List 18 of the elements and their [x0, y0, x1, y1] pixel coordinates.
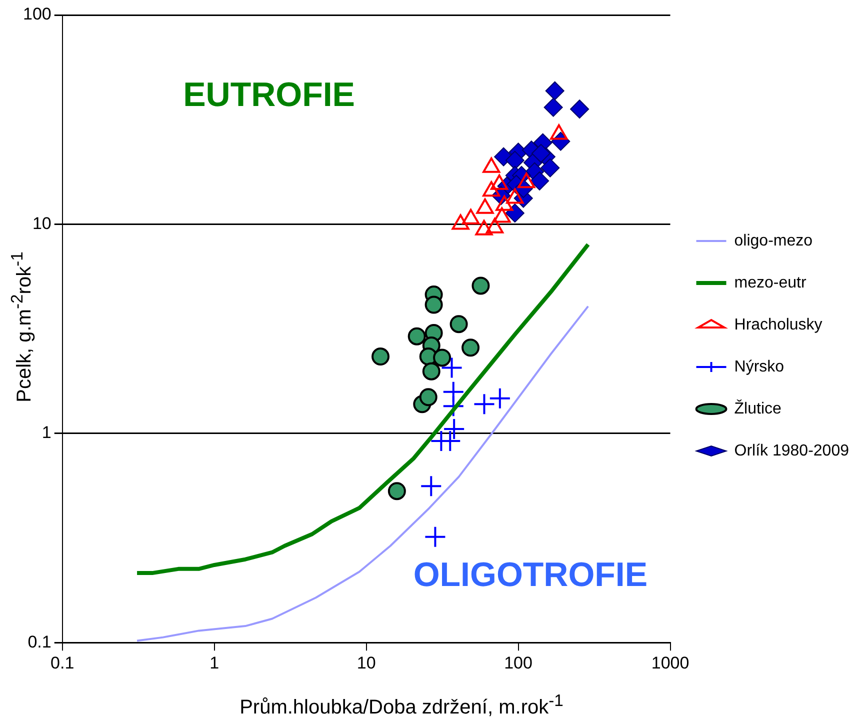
- x-axis-title: Prům.hloubka/Doba zdržení, m.rok$^{-1}$: [238, 691, 564, 720]
- x-tick-label: 10: [356, 653, 376, 672]
- legend-label: oligo-mezo: [734, 232, 813, 250]
- annotation: EUTROFIE: [183, 76, 356, 114]
- y-tick-label: 1: [42, 423, 52, 442]
- x-tick-label: 0.1: [50, 653, 74, 672]
- x-tick-label: 100: [504, 653, 532, 672]
- y-tick-label: 100: [22, 4, 52, 24]
- legend-label: Žlutice: [734, 399, 782, 418]
- y-tick-label: 0.1: [28, 632, 52, 652]
- legend-label: Orlík 1980-2009: [734, 442, 850, 460]
- x-tick-label: 1: [210, 653, 220, 672]
- annotation: OLIGOTROFIE: [413, 556, 648, 594]
- x-tick-label: 1000: [651, 653, 690, 672]
- y-tick-label: 10: [32, 214, 52, 233]
- legend-label: Hracholusky: [734, 316, 822, 334]
- legend-label: Nýrsko: [734, 358, 784, 376]
- legend-label: mezo-eutr: [734, 274, 807, 292]
